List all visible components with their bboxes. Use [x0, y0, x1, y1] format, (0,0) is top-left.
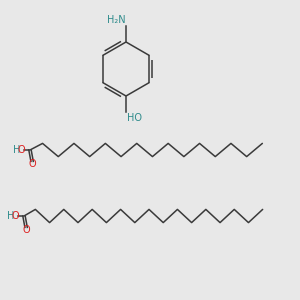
Text: O: O [17, 145, 25, 155]
Text: H₂N: H₂N [107, 15, 126, 25]
Text: O: O [11, 211, 19, 221]
Text: O: O [28, 159, 36, 170]
Text: O: O [22, 225, 30, 236]
Text: H: H [8, 211, 15, 221]
Text: HO: HO [128, 113, 142, 123]
Text: H: H [14, 145, 21, 155]
